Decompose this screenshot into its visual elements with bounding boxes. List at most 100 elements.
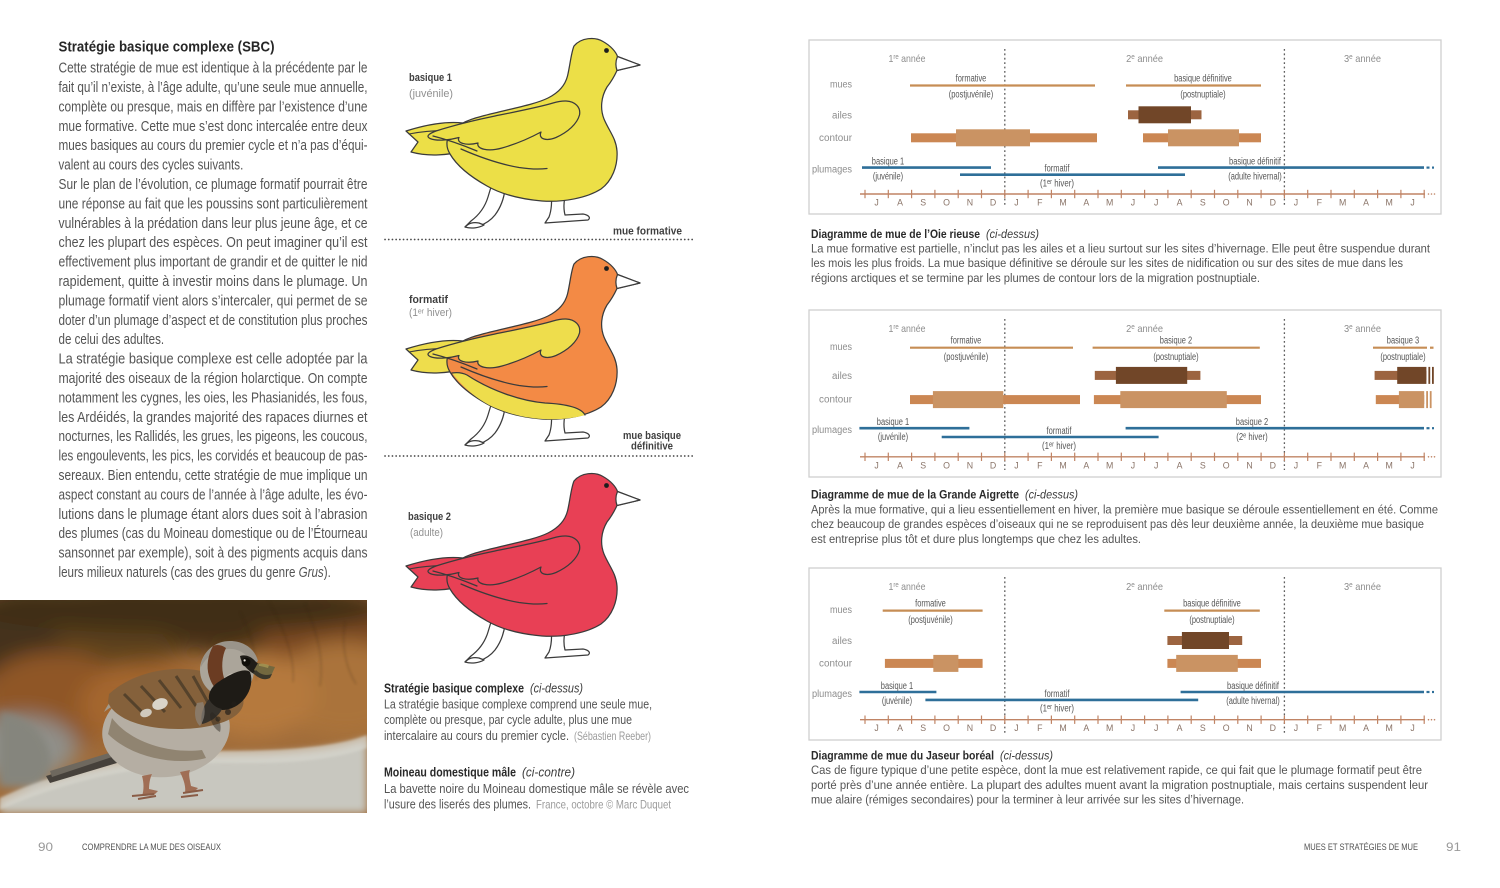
svg-text:ailes: ailes (832, 636, 852, 647)
svg-text:les engoulevents, les pics, le: les engoulevents, les pics, les corvidés… (59, 449, 368, 465)
svg-text:formatif: formatif (409, 294, 448, 306)
svg-text:l’usure des liserés des plumes: l’usure des liserés des plumes. (384, 798, 531, 812)
svg-text:(1er hiver): (1er hiver) (1042, 441, 1076, 452)
svg-text:mue formative: mue formative (613, 226, 682, 238)
svg-text:mues: mues (830, 605, 852, 616)
svg-text:plumages: plumages (812, 689, 852, 700)
svg-text:doter d’un plumage d’aspect et: doter d’un plumage d’aspect et de consti… (59, 313, 368, 329)
svg-text:3e année: 3e année (1344, 582, 1381, 593)
svg-text:des plumes (cas du Moineau dom: des plumes (cas du Moineau domestique ou… (59, 525, 368, 542)
svg-text:une réponse au fait que les po: une réponse au fait que les poussins son… (59, 196, 368, 212)
svg-text:Diagramme de mue du Jaseur bor: Diagramme de mue du Jaseur boréal (811, 749, 994, 763)
svg-text:fait qu’il n’existe, à l’âge a: fait qu’il n’existe, à l’âge adulte, qu’… (59, 80, 368, 96)
svg-text:2e année: 2e année (1126, 324, 1163, 335)
svg-text:les mois les plus froids. La m: les mois les plus froids. La mue basique… (811, 256, 1403, 270)
svg-text:(Sébastien Reeber): (Sébastien Reeber) (574, 730, 651, 743)
svg-text:La stratégie basique complexe: La stratégie basique complexe comprend u… (384, 698, 652, 712)
svg-text:Sur le plan de l’évolution, ce: Sur le plan de l’évolution, ce plumage f… (59, 177, 368, 193)
svg-text:90: 90 (38, 840, 53, 854)
svg-text:porté près d’une année entière: porté près d’une année entière. La plupa… (811, 778, 1428, 792)
svg-text:chez beaucoup de grandes espèc: chez beaucoup de grandes espèces d’oisea… (811, 517, 1424, 531)
svg-text:basique définitive: basique définitive (1174, 73, 1232, 84)
svg-text:basique 1: basique 1 (409, 72, 452, 84)
svg-text:JASONDJFMAMJJASONDJFMAMJ: JASONDJFMAMJJASONDJFMAMJ (874, 460, 1414, 470)
svg-text:mue formative. Cette mue s’est: mue formative. Cette mue s’est donc inte… (59, 119, 368, 135)
svg-text:Stratégie basique complexe: Stratégie basique complexe (384, 680, 524, 695)
svg-text:JASONDJFMAMJJASONDJFMAMJ: JASONDJFMAMJJASONDJFMAMJ (874, 198, 1414, 208)
svg-text:La mue formative est partielle: La mue formative est partielle, n’inclut… (811, 241, 1431, 255)
svg-text:mues: mues (830, 342, 852, 353)
svg-text:(postnuptiale): (postnuptiale) (1189, 615, 1234, 626)
svg-text:complète ou presque, par cycle: complète ou presque, par cycle adulte, p… (384, 713, 632, 727)
svg-text:(ci-dessus): (ci-dessus) (530, 681, 583, 695)
svg-text:Diagramme de mue de la Grande: Diagramme de mue de la Grande Aigrette (811, 488, 1019, 502)
svg-text:(adulte): (adulte) (410, 527, 443, 539)
svg-text:aspect constant au cours de l’: aspect constant au cours de l’année à l’… (59, 487, 368, 503)
svg-text:(postjuvénile): (postjuvénile) (944, 352, 988, 363)
svg-text:(juvénile): (juvénile) (878, 432, 908, 443)
svg-text:rapidement, quitte à investir: rapidement, quitte à investir moins dans… (59, 274, 368, 290)
svg-text:basique 2: basique 2 (408, 511, 451, 523)
svg-text:(ci-dessus): (ci-dessus) (1025, 488, 1078, 502)
svg-text:basique 1: basique 1 (881, 681, 913, 692)
svg-text:La bavette noire du Moineau do: La bavette noire du Moineau domestique m… (384, 782, 689, 796)
svg-text:Après la mue formative, qui a: Après la mue formative, qui a lieu essen… (811, 502, 1438, 516)
svg-text:basique définitif: basique définitif (1227, 681, 1279, 692)
svg-text:mues: mues (830, 80, 852, 91)
svg-text:(ci-dessus): (ci-dessus) (986, 227, 1039, 241)
svg-text:basique 3: basique 3 (1387, 336, 1419, 347)
svg-text:ailes: ailes (832, 110, 852, 121)
svg-text:basique 1: basique 1 (877, 417, 909, 428)
svg-text:formatif: formatif (1047, 426, 1072, 437)
svg-text:91: 91 (1446, 840, 1461, 854)
svg-text:intercalaire au cours du premi: intercalaire au cours du premier cycle. (384, 729, 569, 743)
svg-text:formatif: formatif (1045, 689, 1070, 700)
svg-text:complète ou presque, mais en d: complète ou presque, mais en diffère par… (59, 99, 368, 115)
svg-text:mue alaire (rémiges secondaire: mue alaire (rémiges secondaires) pour la… (811, 793, 1244, 807)
svg-text:(juvénile): (juvénile) (873, 171, 903, 182)
svg-text:valent au cours des cycles sui: valent au cours des cycles suivants. (59, 158, 244, 174)
svg-text:basique définitif: basique définitif (1229, 157, 1281, 168)
svg-text:mue basique: mue basique (623, 430, 681, 442)
svg-text:les Ardéidés, la grandes major: les Ardéidés, la grandes majorité des ra… (59, 410, 368, 426)
svg-text:(adulte hivernal): (adulte hivernal) (1226, 696, 1280, 707)
svg-text:3e année: 3e année (1344, 54, 1381, 65)
svg-text:La stratégie basique complexe: La stratégie basique complexe est celle … (59, 352, 368, 368)
svg-text:sansonnet par exemple), soit à: sansonnet par exemple), soit à des pigme… (59, 546, 368, 562)
svg-text:1re année: 1re année (889, 324, 926, 335)
svg-text:lutions dans le plumage étant: lutions dans le plumage étant alors dues… (59, 507, 368, 523)
svg-text:définitive: définitive (631, 441, 673, 453)
svg-text:Stratégie basique complexe (SB: Stratégie basique complexe (SBC) (59, 38, 275, 55)
svg-text:formative: formative (956, 73, 987, 84)
svg-text:France, octobre © Marc Duquet: France, octobre © Marc Duquet (536, 799, 672, 812)
svg-text:(1er hiver): (1er hiver) (1040, 704, 1074, 715)
svg-text:plumages: plumages (812, 165, 852, 176)
svg-text:(postjuvénile): (postjuvénile) (949, 90, 993, 101)
svg-text:contour: contour (819, 658, 853, 669)
svg-text:nocturnes, les Rallidés, les g: nocturnes, les Rallidés, les grues, les … (59, 429, 368, 445)
svg-text:sereaux. Bien entendu, cette s: sereaux. Bien entendu, cette stratégie d… (59, 468, 368, 484)
svg-text:(1er hiver): (1er hiver) (409, 307, 452, 320)
svg-text:basique 1: basique 1 (872, 157, 904, 168)
svg-text:Cette stratégie de mue est ide: Cette stratégie de mue est identique à l… (59, 61, 368, 77)
svg-text:majorité des oiseaux de la rég: majorité des oiseaux de la région holarc… (59, 371, 368, 387)
svg-text:leurs milieux naturels (cas de: leurs milieux naturels (cas des grues du… (59, 565, 331, 581)
svg-text:plumages: plumages (812, 425, 852, 436)
svg-text:(juvénile): (juvénile) (409, 88, 453, 100)
svg-text:formative: formative (915, 598, 946, 609)
svg-text:(juvénile): (juvénile) (882, 696, 912, 707)
svg-text:plumage formatif vient alors s: plumage formatif vient alors s’intercale… (59, 293, 368, 309)
svg-text:basique définitive: basique définitive (1183, 598, 1241, 609)
svg-text:basique 2: basique 2 (1160, 336, 1192, 347)
svg-text:COMPRENDRE LA MUE DES OISEAUX: COMPRENDRE LA MUE DES OISEAUX (82, 842, 221, 852)
svg-text:régions arctiques et se termin: régions arctiques et se termine par les … (811, 271, 1260, 285)
svg-text:Cas de figure typique d’une pe: Cas de figure typique d’une petite espèc… (811, 763, 1422, 777)
svg-text:(ci-dessus): (ci-dessus) (1000, 749, 1053, 763)
svg-text:(adulte hivernal): (adulte hivernal) (1228, 171, 1282, 182)
svg-text:2e année: 2e année (1126, 54, 1163, 65)
svg-text:ailes: ailes (832, 371, 852, 382)
svg-text:(2e hiver): (2e hiver) (1236, 432, 1268, 443)
svg-text:est entreprise plus tôt et dur: est entreprise plus tôt et dure plus lon… (811, 532, 1141, 546)
svg-text:(postnuptiale): (postnuptiale) (1380, 352, 1425, 363)
svg-text:notamment les cygnes, les oies: notamment les cygnes, les oies, les Phas… (59, 390, 368, 406)
